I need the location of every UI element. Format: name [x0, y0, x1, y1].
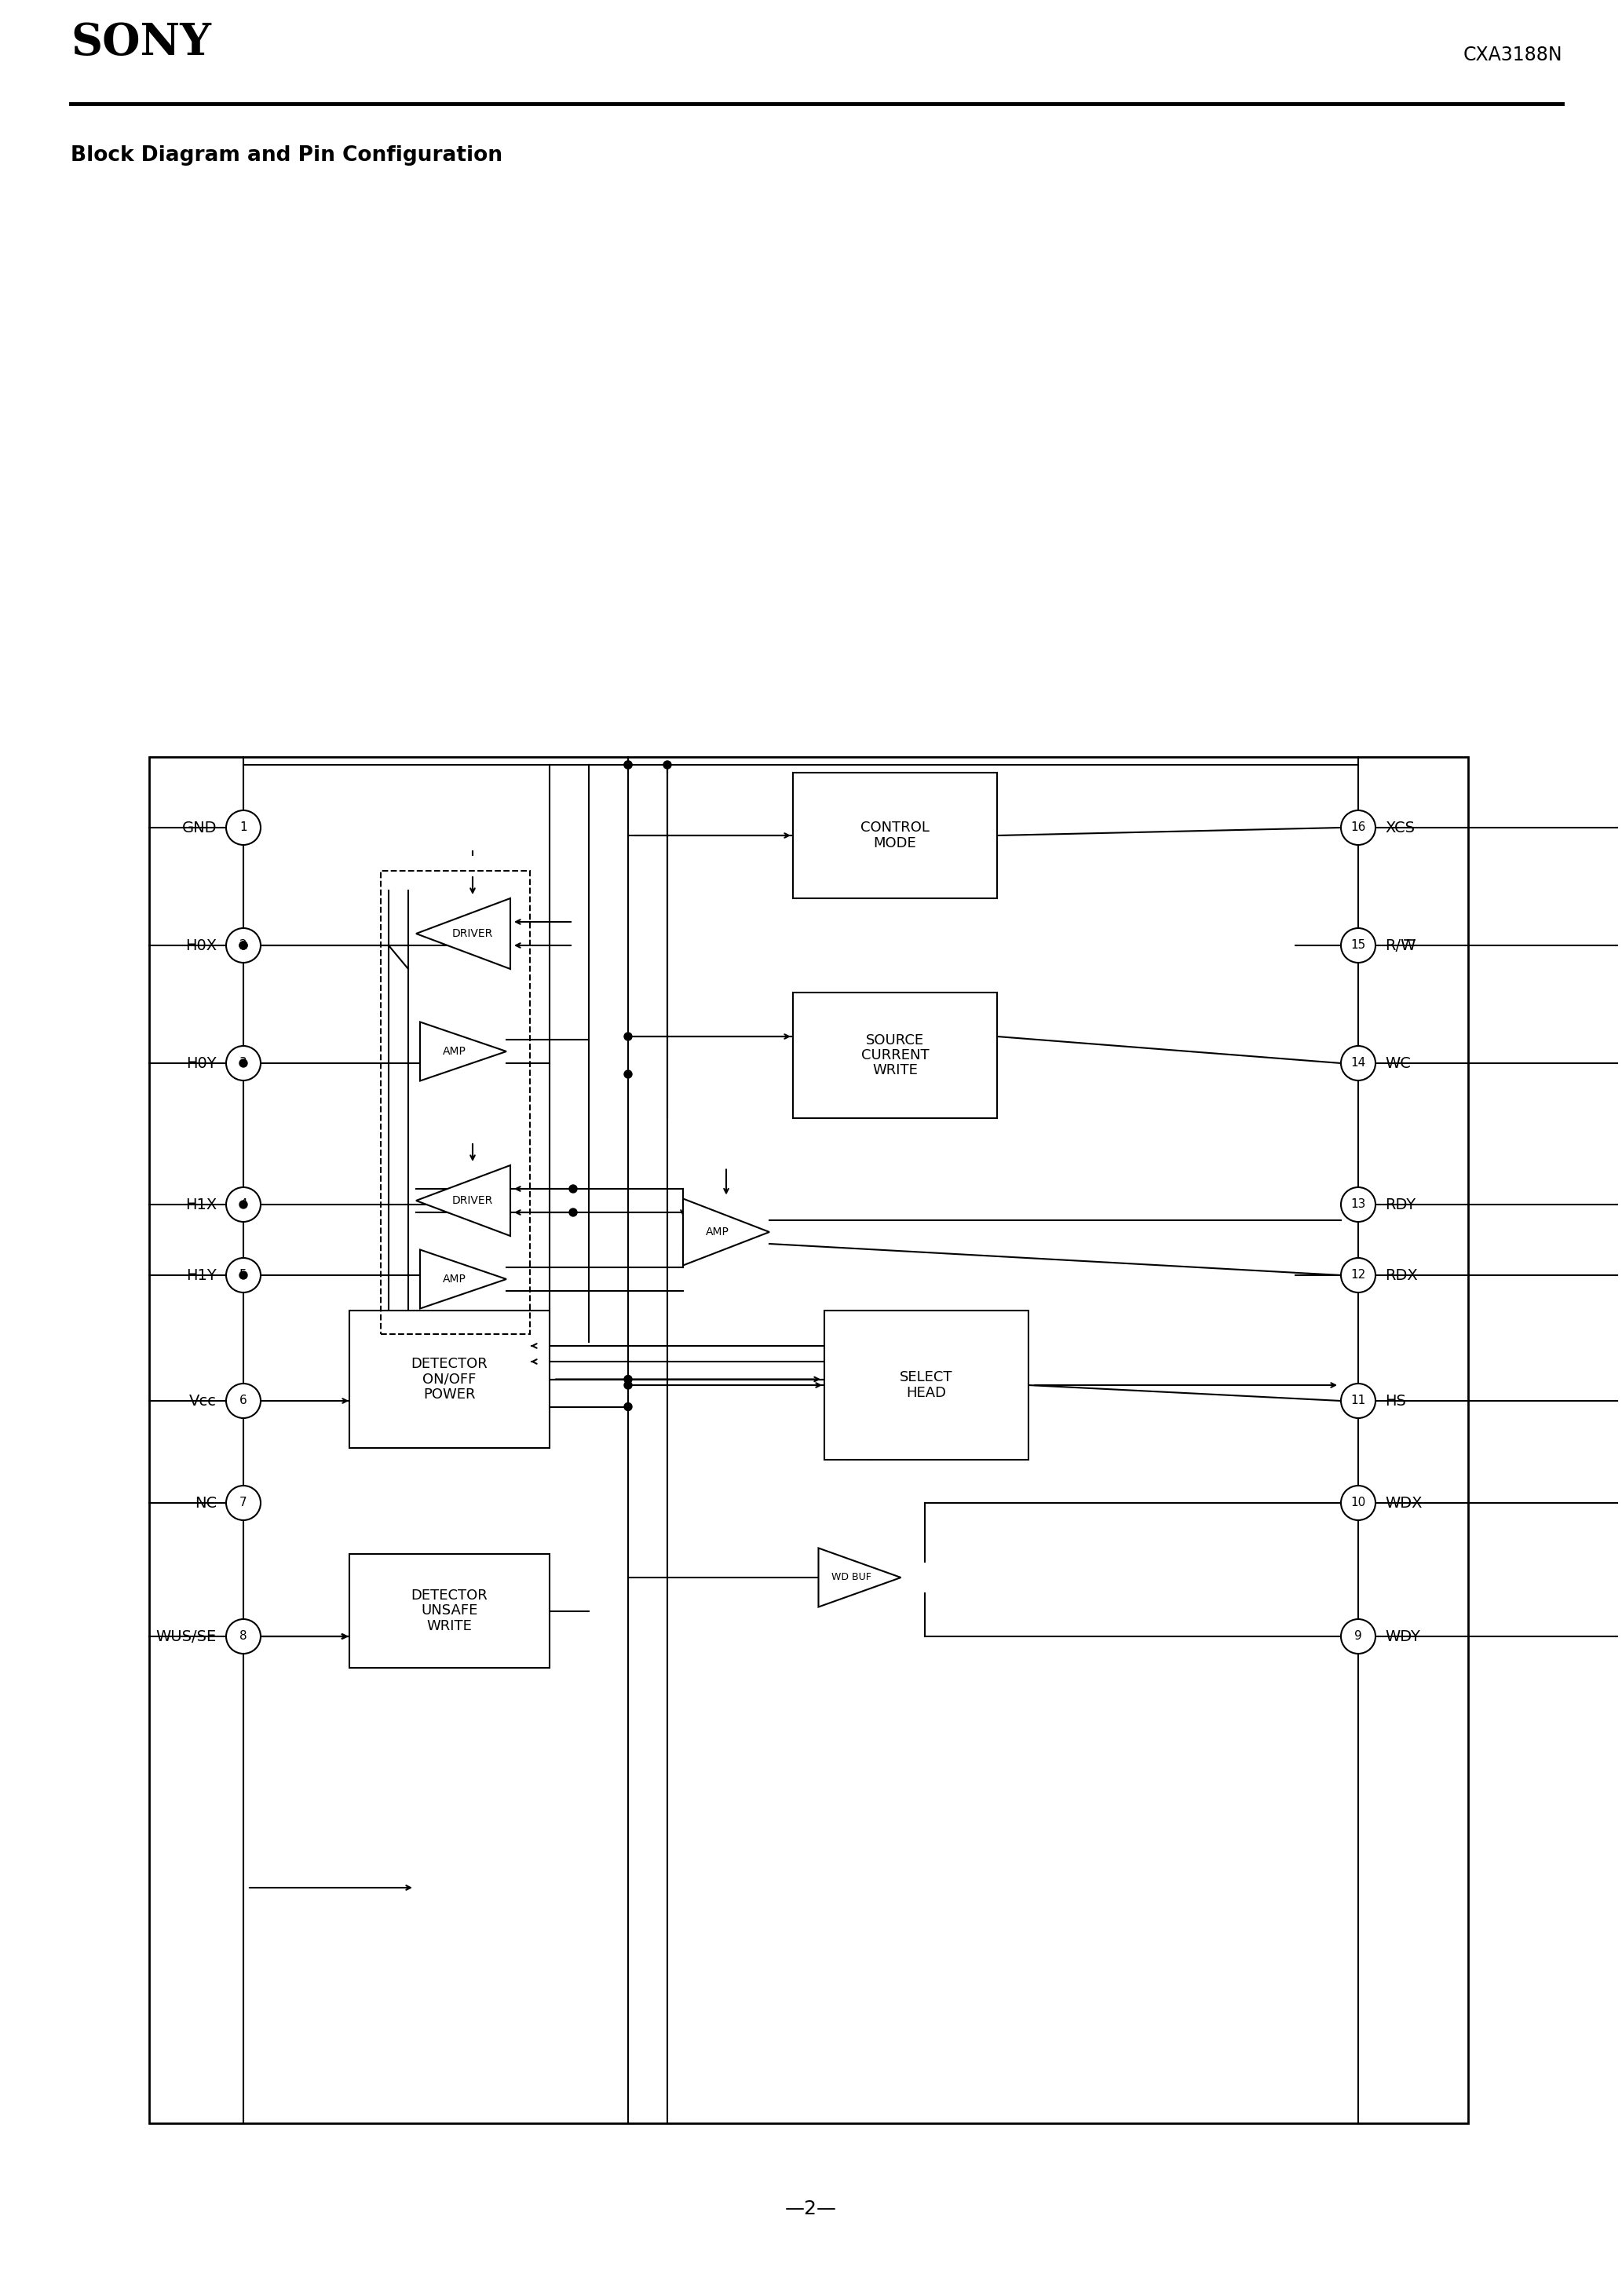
Text: UNSAFE: UNSAFE — [422, 1605, 478, 1619]
Circle shape — [225, 1619, 261, 1653]
Text: XCS: XCS — [1385, 820, 1414, 836]
Circle shape — [569, 1185, 577, 1192]
Text: ON/OFF: ON/OFF — [423, 1373, 477, 1387]
Text: SONY: SONY — [71, 21, 211, 64]
Circle shape — [225, 1258, 261, 1293]
Circle shape — [240, 1058, 247, 1068]
Text: H0Y: H0Y — [187, 1056, 217, 1070]
Bar — [793, 774, 998, 898]
Text: 6: 6 — [240, 1396, 247, 1407]
Text: CXA3188N: CXA3188N — [1463, 46, 1562, 64]
Text: DETECTOR: DETECTOR — [410, 1589, 488, 1603]
Circle shape — [1341, 1187, 1375, 1221]
Text: Block Diagram and Pin Configuration: Block Diagram and Pin Configuration — [71, 145, 503, 165]
Circle shape — [240, 941, 247, 948]
Text: 3: 3 — [240, 1056, 247, 1070]
Text: 4: 4 — [240, 1199, 247, 1210]
Text: H1X: H1X — [185, 1196, 217, 1212]
Text: 14: 14 — [1351, 1056, 1366, 1070]
Text: SOURCE: SOURCE — [866, 1033, 925, 1047]
Bar — [149, 758, 1468, 2124]
Text: WUS/SE: WUS/SE — [156, 1628, 217, 1644]
Text: DRIVER: DRIVER — [453, 928, 493, 939]
Circle shape — [225, 928, 261, 962]
Text: 9: 9 — [1354, 1630, 1362, 1642]
Text: AMP: AMP — [706, 1226, 730, 1238]
Text: AMP: AMP — [443, 1047, 466, 1056]
Circle shape — [569, 1208, 577, 1217]
Bar — [381, 870, 530, 1334]
Circle shape — [624, 1033, 633, 1040]
Circle shape — [1341, 1047, 1375, 1081]
Circle shape — [624, 1403, 633, 1410]
Circle shape — [1341, 1619, 1375, 1653]
Text: 2: 2 — [240, 939, 247, 951]
Text: RDY: RDY — [1385, 1196, 1416, 1212]
Text: CONTROL: CONTROL — [861, 820, 929, 836]
Polygon shape — [417, 898, 511, 969]
Circle shape — [624, 760, 633, 769]
Text: WD BUF: WD BUF — [832, 1573, 871, 1582]
Circle shape — [624, 1070, 633, 1079]
Text: 13: 13 — [1351, 1199, 1366, 1210]
Text: AMP: AMP — [443, 1274, 466, 1286]
Bar — [824, 1311, 1028, 1460]
Text: 7: 7 — [240, 1497, 247, 1508]
Text: MODE: MODE — [874, 836, 916, 850]
Text: HEAD: HEAD — [907, 1387, 946, 1401]
Text: RDX: RDX — [1385, 1267, 1418, 1283]
Circle shape — [225, 1047, 261, 1081]
Bar — [793, 992, 998, 1118]
Text: SELECT: SELECT — [900, 1371, 952, 1384]
Text: WRITE: WRITE — [873, 1063, 918, 1077]
Polygon shape — [417, 1166, 511, 1235]
Bar — [349, 1311, 550, 1449]
Text: WC: WC — [1385, 1056, 1411, 1070]
Text: DRIVER: DRIVER — [453, 1196, 493, 1205]
Circle shape — [1341, 810, 1375, 845]
Text: WDX: WDX — [1385, 1495, 1422, 1511]
Text: 16: 16 — [1351, 822, 1366, 833]
Text: 15: 15 — [1351, 939, 1366, 951]
Circle shape — [1341, 1486, 1375, 1520]
Text: 5: 5 — [240, 1270, 247, 1281]
Polygon shape — [683, 1199, 769, 1265]
Bar — [349, 1554, 550, 1667]
Text: 8: 8 — [240, 1630, 247, 1642]
Text: NC: NC — [195, 1495, 217, 1511]
Text: R/W: R/W — [1385, 939, 1416, 953]
Circle shape — [624, 760, 633, 769]
Circle shape — [240, 1272, 247, 1279]
Text: 10: 10 — [1351, 1497, 1366, 1508]
Polygon shape — [420, 1249, 506, 1309]
Polygon shape — [819, 1548, 900, 1607]
Circle shape — [1341, 1384, 1375, 1419]
Circle shape — [663, 760, 672, 769]
Circle shape — [225, 1187, 261, 1221]
Text: HS: HS — [1385, 1394, 1406, 1407]
Text: 1: 1 — [240, 822, 247, 833]
Text: Vcc: Vcc — [190, 1394, 217, 1407]
Text: POWER: POWER — [423, 1387, 475, 1401]
Text: WDY: WDY — [1385, 1628, 1421, 1644]
Circle shape — [240, 1201, 247, 1208]
Circle shape — [225, 1384, 261, 1419]
Circle shape — [624, 1375, 633, 1382]
Text: GND: GND — [182, 820, 217, 836]
Circle shape — [1341, 928, 1375, 962]
Circle shape — [1341, 1258, 1375, 1293]
Text: 11: 11 — [1351, 1396, 1366, 1407]
Circle shape — [240, 941, 247, 948]
Text: CURRENT: CURRENT — [861, 1049, 929, 1063]
Circle shape — [225, 810, 261, 845]
Text: H1Y: H1Y — [187, 1267, 217, 1283]
Circle shape — [624, 1382, 633, 1389]
Text: WRITE: WRITE — [427, 1619, 472, 1632]
Text: DETECTOR: DETECTOR — [410, 1357, 488, 1371]
Text: —2—: —2— — [785, 2200, 837, 2218]
Circle shape — [225, 1486, 261, 1520]
Text: 12: 12 — [1351, 1270, 1366, 1281]
Text: H0X: H0X — [185, 939, 217, 953]
Polygon shape — [420, 1022, 506, 1081]
